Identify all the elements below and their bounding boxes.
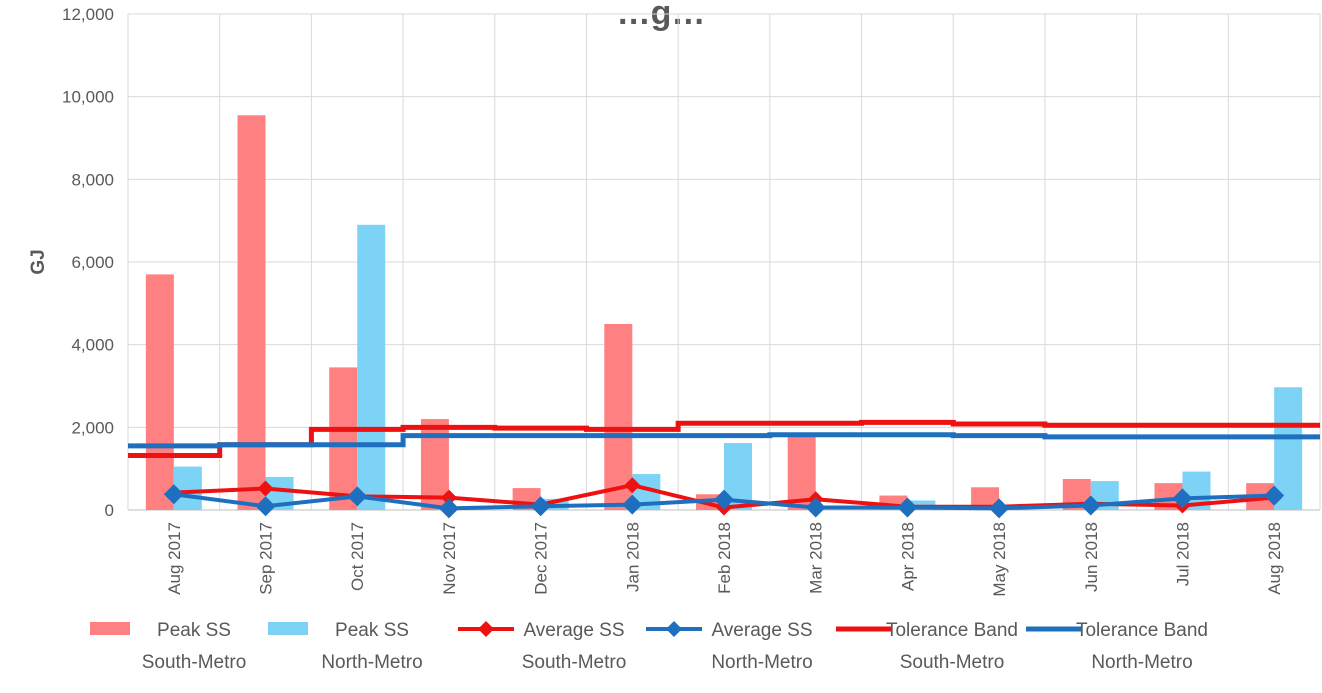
point-3-2 [347, 486, 368, 507]
bar-1-2 [357, 224, 386, 511]
point-2-1 [257, 480, 274, 497]
y-tick-label: 6,000 [71, 253, 114, 272]
bars [145, 115, 1303, 511]
point-2-3 [440, 489, 457, 506]
y-tick-label: 10,000 [62, 88, 114, 107]
legend-label-2: Average SS [523, 620, 624, 641]
point-3-5 [622, 494, 643, 515]
point-3-9 [989, 498, 1010, 519]
legend-marker-2 [478, 621, 494, 637]
legend-label-0: Peak SS [157, 620, 231, 641]
legend-label-3-line2: North-Metro [711, 652, 812, 673]
y-tick-label: 2,000 [71, 418, 114, 437]
point-3-11 [1172, 488, 1193, 509]
bar-1-12 [1274, 387, 1303, 510]
point-3-4 [530, 496, 551, 517]
point-3-6 [714, 489, 734, 510]
y-tick-label: 4,000 [71, 336, 114, 355]
x-tick-label: Jul 2018 [1173, 522, 1192, 586]
point-3-3 [438, 498, 459, 519]
legend-label-4: Tolerance Band [886, 620, 1018, 641]
lines [128, 419, 1320, 519]
y-tick-label: 12,000 [62, 5, 114, 24]
legend-label-5: Tolerance Band [1076, 620, 1208, 641]
legend-label-3: Average SS [711, 620, 812, 641]
legend-label-1-line2: North-Metro [321, 652, 422, 673]
x-tick-label: Aug 2017 [165, 522, 184, 595]
x-tick-label: May 2018 [990, 522, 1009, 597]
bar-0-1 [237, 115, 266, 511]
y-axis-ticks: 0 2,000 4,000 6,000 8,000 10,000 12,000 [62, 5, 114, 520]
y-tick-label: 8,000 [71, 170, 114, 189]
legend-label-5-line2: North-Metro [1091, 652, 1192, 673]
bar-0-2 [329, 367, 358, 510]
x-tick-label: Jan 2018 [623, 522, 642, 592]
x-tick-label: Feb 2018 [715, 522, 734, 594]
point-3-10 [1080, 495, 1101, 516]
bar-0-0 [145, 274, 174, 510]
point-2-5 [624, 477, 641, 494]
x-tick-label: Nov 2017 [440, 522, 459, 595]
x-tick-label: Oct 2017 [348, 522, 367, 591]
point-3-8 [897, 497, 918, 518]
point-3-0 [163, 484, 184, 505]
x-tick-label: Sep 2017 [257, 522, 276, 595]
legend-label-1: Peak SS [335, 620, 409, 641]
legend-label-2-line2: South-Metro [522, 652, 627, 673]
x-tick-label: Jun 2018 [1082, 522, 1101, 592]
series-line-5 [128, 432, 1320, 449]
chart-title: …g… [617, 0, 706, 32]
legend: Peak SS South-Metro Peak SS North-Metro Aver… [90, 620, 1208, 673]
x-tick-label: Mar 2018 [807, 522, 826, 594]
legend-marker-3 [666, 621, 682, 637]
legend-label-0-line2: South-Metro [142, 652, 247, 673]
y-axis-label: GJ [28, 249, 49, 274]
point-3-7 [805, 497, 826, 518]
legend-label-4-line2: South-Metro [900, 652, 1005, 673]
bar-1-0 [173, 466, 202, 510]
legend-swatch-0 [90, 622, 130, 635]
x-axis-ticks: Aug 2017 Sep 2017 Oct 2017 Nov 2017 Dec 2017… [165, 522, 1284, 597]
x-tick-label: Apr 2018 [898, 522, 917, 591]
x-tick-label: Aug 2018 [1265, 522, 1284, 595]
point-3-1 [255, 496, 276, 517]
y-tick-label: 0 [105, 501, 114, 520]
series-line-4 [128, 419, 1320, 458]
x-tick-label: Dec 2017 [532, 522, 551, 595]
point-3-12 [1264, 485, 1285, 506]
bar-0-9 [971, 487, 1000, 510]
legend-swatch-1 [268, 622, 308, 635]
bar-0-5 [604, 324, 633, 510]
